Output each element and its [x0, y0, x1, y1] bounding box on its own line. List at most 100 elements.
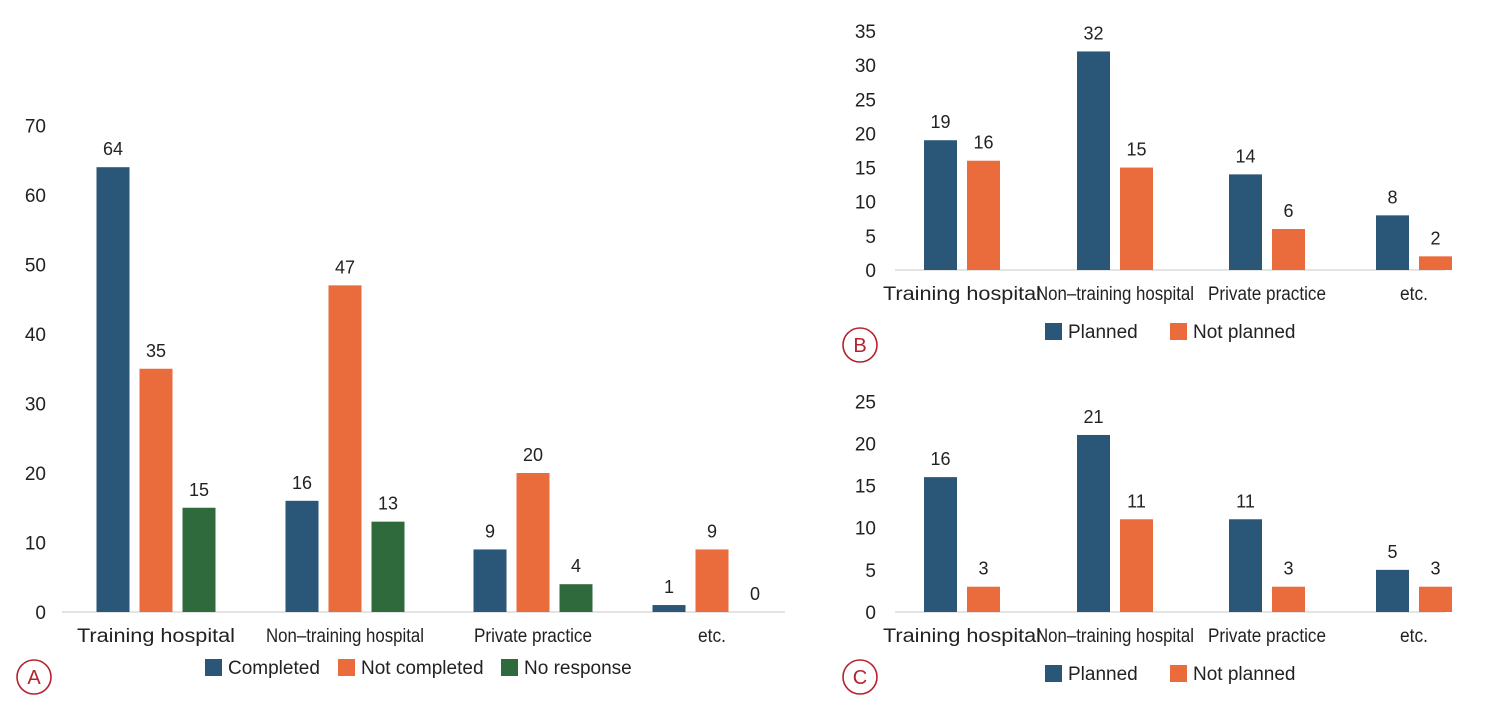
y-tick-label: 0	[865, 603, 876, 624]
panel-letter-badge	[842, 327, 878, 363]
bar	[967, 586, 1000, 612]
data-label: 47	[335, 257, 355, 277]
x-tick-label: Non–training hospital	[1036, 284, 1194, 305]
data-label: 0	[750, 584, 760, 604]
data-label: 20	[523, 445, 543, 465]
bar	[1419, 586, 1452, 612]
x-tick-label: Private practice	[474, 626, 592, 647]
data-label: 19	[930, 112, 950, 132]
data-label: 13	[378, 494, 398, 514]
y-tick-label: 30	[25, 395, 46, 416]
x-tick-label: etc.	[1400, 284, 1428, 305]
y-tick-label: 0	[35, 603, 46, 624]
data-label: 21	[1083, 407, 1103, 427]
legend-label: Planned	[1068, 322, 1138, 343]
y-tick-label: 15	[855, 159, 876, 180]
data-label: 15	[189, 480, 209, 500]
x-tick-label: etc.	[698, 626, 726, 647]
data-label: 16	[292, 473, 312, 493]
legend-label: Not planned	[1193, 322, 1295, 343]
data-label: 11	[1127, 491, 1146, 511]
legend-swatch	[1170, 323, 1187, 340]
bar	[516, 473, 550, 612]
data-label: 3	[1283, 559, 1293, 579]
data-label: 35	[146, 341, 166, 361]
panel-letter: A	[27, 667, 41, 689]
y-tick-label: 70	[25, 117, 46, 138]
y-tick-label: 10	[855, 519, 876, 540]
bar	[1077, 51, 1110, 270]
bar	[1120, 167, 1153, 270]
data-label: 15	[1126, 140, 1146, 160]
data-label: 64	[103, 139, 123, 159]
legend-label: No response	[524, 658, 632, 679]
y-tick-label: 20	[855, 434, 876, 455]
data-label: 16	[930, 449, 950, 469]
panel-letter: B	[853, 335, 866, 357]
bar	[371, 521, 405, 612]
legend-label: Completed	[228, 658, 320, 679]
data-label: 32	[1083, 23, 1103, 43]
bar	[924, 140, 957, 270]
bar	[285, 500, 319, 612]
legend-label: Not planned	[1193, 664, 1295, 685]
bar	[1376, 215, 1409, 270]
bar	[1077, 434, 1110, 612]
y-tick-label: 40	[25, 325, 46, 346]
y-tick-label: 60	[25, 186, 46, 207]
bar	[473, 549, 507, 612]
chart-panel-c: 0 5 10 15 20 25 16 3 Training hospital 21 11 Non–tr…	[842, 392, 1452, 695]
x-tick-label: etc.	[1400, 626, 1428, 647]
y-tick-label: 10	[855, 193, 876, 214]
y-tick-label: 35	[855, 22, 876, 43]
x-tick-label: Private practice	[1208, 626, 1326, 647]
legend-swatch	[501, 659, 518, 676]
data-label: 3	[1430, 559, 1440, 579]
data-label: 1	[664, 577, 674, 597]
y-tick-label: 5	[865, 561, 876, 582]
bar	[559, 584, 593, 612]
bar	[182, 507, 216, 612]
x-tick-label: Training hospital	[77, 626, 235, 647]
legend-swatch	[1045, 323, 1062, 340]
data-label: 11	[1236, 491, 1255, 511]
y-tick-label: 10	[25, 534, 46, 555]
data-label: 16	[973, 133, 993, 153]
bar	[96, 167, 130, 612]
bar	[139, 368, 173, 612]
data-label: 2	[1430, 228, 1440, 248]
legend-swatch	[338, 659, 355, 676]
panel-letter-badge	[842, 659, 878, 695]
legend-label: Planned	[1068, 664, 1138, 685]
bar	[1272, 586, 1305, 612]
legend-label: Not completed	[361, 658, 484, 679]
y-tick-label: 20	[855, 124, 876, 145]
data-label: 3	[978, 559, 988, 579]
x-tick-label: Training hospital	[883, 626, 1041, 647]
y-tick-label: 15	[855, 477, 876, 498]
x-tick-label: Training hospital	[883, 284, 1041, 305]
bar	[967, 160, 1000, 270]
panel-letter-badge	[16, 659, 52, 695]
y-tick-label: 5	[865, 227, 876, 248]
x-tick-label: Private practice	[1208, 284, 1326, 305]
bar	[695, 549, 729, 612]
data-label: 14	[1235, 146, 1255, 166]
y-tick-label: 25	[855, 392, 876, 413]
bar	[1229, 174, 1262, 270]
data-label: 9	[485, 521, 495, 541]
y-tick-label: 0	[865, 261, 876, 282]
x-tick-label: Non–training hospital	[1036, 626, 1194, 647]
x-tick-label: Non–training hospital	[266, 626, 424, 647]
bar	[1272, 229, 1305, 270]
data-label: 8	[1387, 187, 1397, 207]
bar	[328, 285, 362, 612]
data-label: 4	[571, 556, 581, 576]
y-tick-label: 30	[855, 56, 876, 77]
bar	[924, 477, 957, 612]
data-label: 6	[1283, 201, 1293, 221]
bar	[1120, 519, 1153, 612]
data-label: 9	[707, 521, 717, 541]
